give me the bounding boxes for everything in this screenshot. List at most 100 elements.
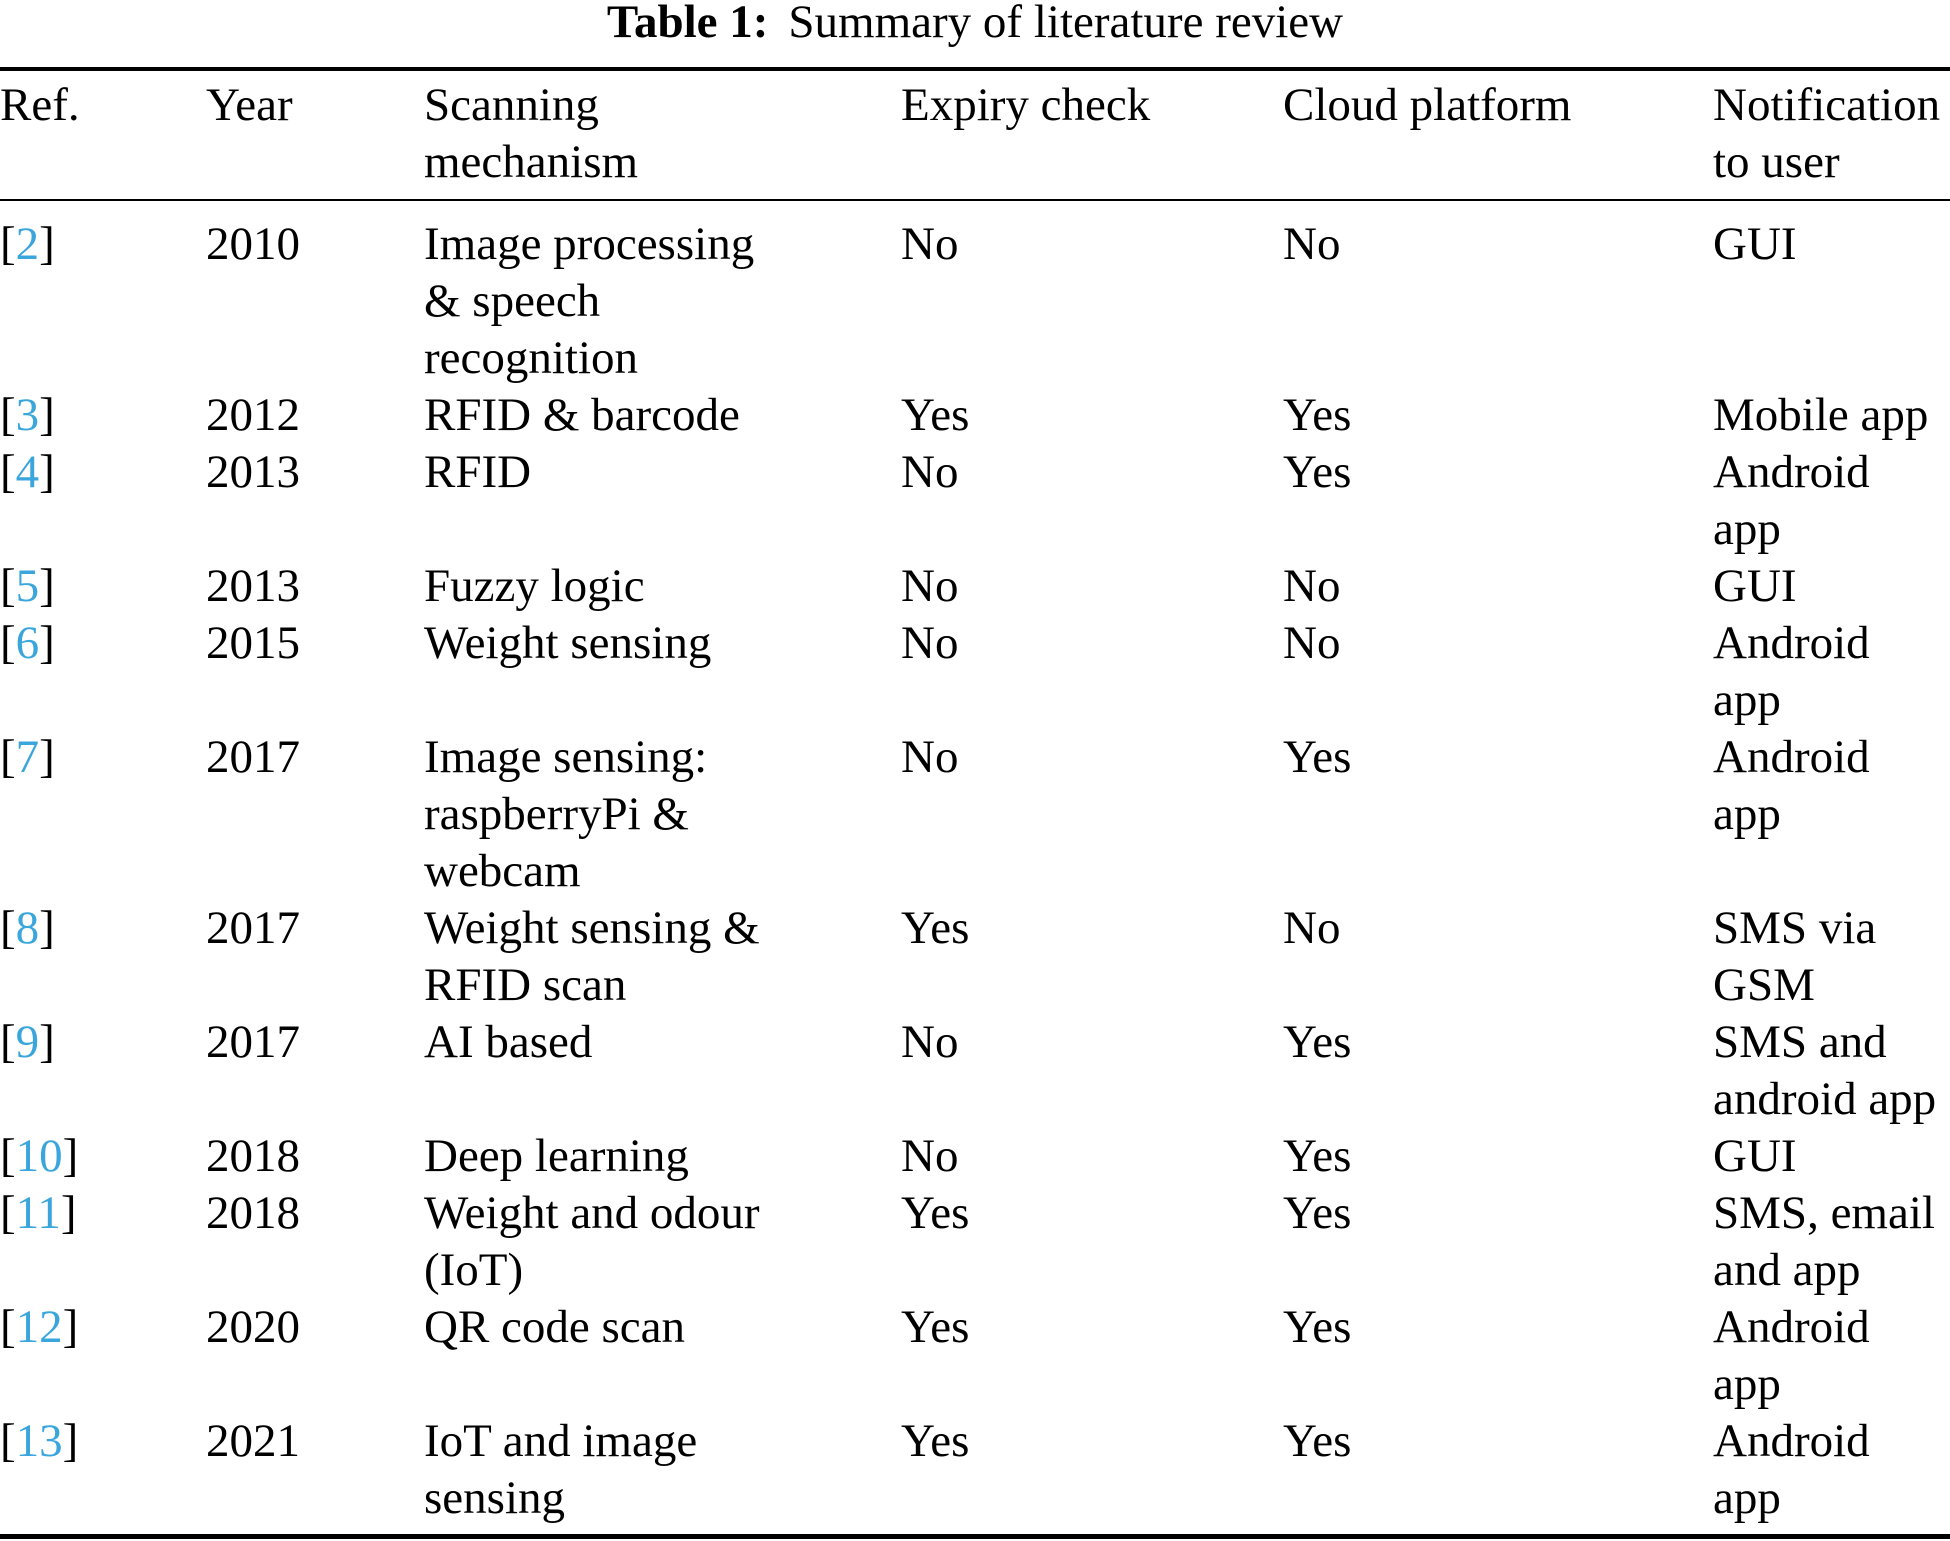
ref-link[interactable]: 9 [15,1016,40,1068]
cell-mechanism: Image sensing: raspberryPi & webcam [424,731,708,897]
cell-year: 2021 [206,1415,300,1467]
cell-notification: GUI [1713,560,1797,612]
ref-bracket-close: ] [62,1415,79,1467]
ref-bracket-close: ] [39,560,55,612]
cell-expiry: Yes [901,902,970,954]
cell-ref: [7] [0,729,206,900]
table-row: [10] 2018 Deep learning No Yes GUI [0,1128,1950,1185]
ref-bracket-open: [ [0,902,16,954]
ref-bracket-open: [ [0,560,16,612]
column-header-mechanism: Scanning mechanism [424,69,901,201]
column-header-notification: Notification to user [1713,69,1950,201]
cell-expiry: No [901,1130,959,1182]
ref-bracket-close: ] [39,389,55,441]
cell-ref: [10] [0,1128,206,1185]
ref-link[interactable]: 10 [15,1130,63,1182]
cell-cloud: Yes [1283,1016,1352,1068]
cell-mechanism: Weight and odour (IoT) [424,1187,760,1296]
ref-bracket-close: ] [39,902,55,954]
cell-expiry: No [901,617,959,669]
cell-cloud: No [1283,617,1341,669]
cell-mechanism: Image processing & speech recognition [424,218,755,384]
cell-mechanism: RFID & barcode [424,389,740,441]
table-row: [13] 2021 IoT and image sensing Yes Yes Andro… [0,1413,1950,1537]
table-row: [3] 2012 RFID & barcode Yes Yes Mobile app [0,387,1950,444]
cell-mechanism: Fuzzy logic [424,560,645,612]
ref-link[interactable]: 2 [15,218,40,270]
cell-ref: [3] [0,387,206,444]
cell-year: 2018 [206,1187,300,1239]
cell-ref: [2] [0,200,206,387]
table-row: [11] 2018 Weight and odour (IoT) Yes Yes SMS,… [0,1185,1950,1299]
table-row: [9] 2017 AI based No Yes SMS and android app [0,1014,1950,1128]
column-header-expiry: Expiry check [901,69,1283,201]
literature-review-table: Ref. Year Scanning mechanism Expiry check Cl… [0,67,1950,1539]
cell-cloud: Yes [1283,389,1352,441]
cell-notification: Android app [1713,731,1870,840]
cell-mechanism: Weight sensing [424,617,712,669]
ref-bracket-open: [ [0,389,16,441]
ref-bracket-close: ] [39,731,55,783]
cell-ref: [11] [0,1185,206,1299]
cell-cloud: Yes [1283,1301,1352,1353]
cell-expiry: No [901,1016,959,1068]
ref-link[interactable]: 13 [15,1415,63,1467]
cell-year: 2010 [206,218,300,270]
table-row: [4] 2013 RFID No Yes Android app [0,444,1950,558]
table-caption: Table 1: Summary of literature review [0,0,1950,46]
ref-link[interactable]: 5 [15,560,40,612]
cell-cloud: No [1283,560,1341,612]
cell-cloud: Yes [1283,1130,1352,1182]
cell-ref: [6] [0,615,206,729]
cell-cloud: No [1283,218,1341,270]
ref-link[interactable]: 4 [15,446,40,498]
ref-bracket-open: [ [0,218,16,270]
cell-expiry: Yes [901,1415,970,1467]
cell-expiry: No [901,560,959,612]
cell-expiry: No [901,731,959,783]
table-row: [8] 2017 Weight sensing & RFID scan Yes No SM… [0,900,1950,1014]
cell-notification: SMS and android app [1713,1016,1937,1125]
cell-ref: [9] [0,1014,206,1128]
cell-mechanism: QR code scan [424,1301,686,1353]
ref-link[interactable]: 7 [15,731,40,783]
cell-notification: Mobile app [1713,389,1929,441]
cell-year: 2012 [206,389,300,441]
ref-bracket-close: ] [39,1016,55,1068]
cell-ref: [4] [0,444,206,558]
ref-link[interactable]: 6 [15,617,40,669]
ref-bracket-close: ] [62,1301,79,1353]
cell-expiry: No [901,218,959,270]
table-caption-label: Table 1: [606,0,769,48]
ref-bracket-close: ] [62,1130,79,1182]
table-row: [5] 2013 Fuzzy logic No No GUI [0,558,1950,615]
table-row: [7] 2017 Image sensing: raspberryPi & webc… [0,729,1950,900]
cell-notification: Android app [1713,1301,1870,1410]
ref-bracket-close: ] [39,218,55,270]
ref-bracket-open: [ [0,446,16,498]
ref-bracket-open: [ [0,731,16,783]
ref-link[interactable]: 3 [15,389,40,441]
table-row: [2] 2010 Image processing & speech recogni… [0,200,1950,387]
cell-cloud: Yes [1283,731,1352,783]
cell-year: 2018 [206,1130,300,1182]
column-header-year: Year [206,69,424,201]
cell-ref: [5] [0,558,206,615]
cell-notification: Android app [1713,1415,1870,1524]
ref-link[interactable]: 12 [15,1301,63,1353]
cell-year: 2020 [206,1301,300,1353]
cell-notification: SMS, email and app [1713,1187,1935,1296]
cell-year: 2015 [206,617,300,669]
cell-ref: [13] [0,1413,206,1537]
cell-mechanism: AI based [424,1016,593,1068]
ref-bracket-open: [ [0,1130,16,1182]
ref-link[interactable]: 11 [15,1187,61,1239]
cell-notification: GUI [1713,218,1797,270]
cell-notification: GUI [1713,1130,1797,1182]
column-header-ref: Ref. [0,69,206,201]
cell-expiry: Yes [901,1301,970,1353]
header-row: Ref. Year Scanning mechanism Expiry check Cl… [0,69,1950,201]
cell-year: 2017 [206,731,300,783]
ref-link[interactable]: 8 [15,902,40,954]
ref-bracket-open: [ [0,1415,16,1467]
